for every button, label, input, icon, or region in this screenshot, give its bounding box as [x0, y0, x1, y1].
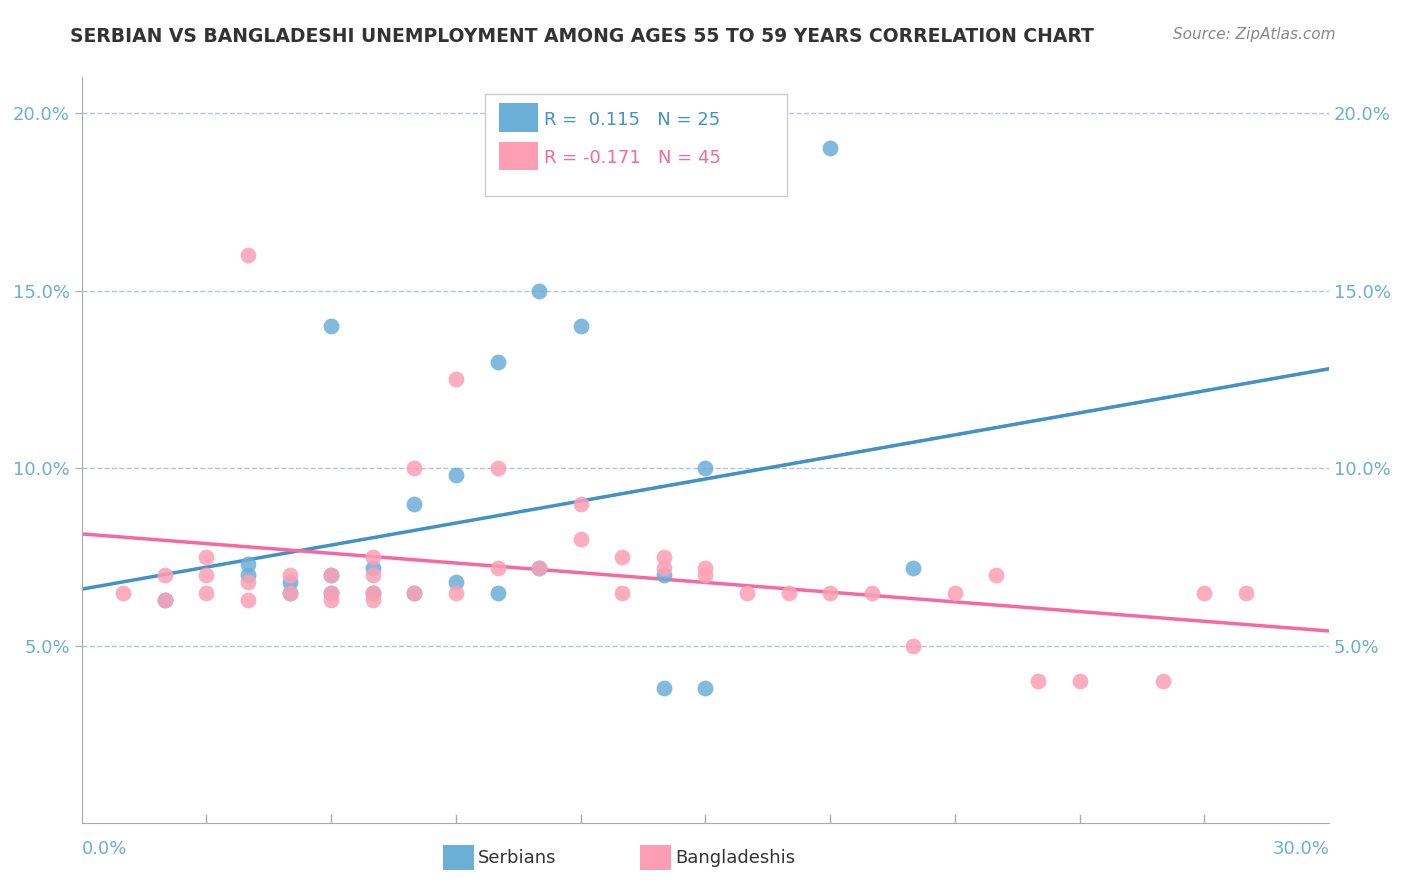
Point [943, 585, 966, 599]
Point [486, 585, 509, 599]
Point [321, 585, 343, 599]
Text: R =  0.115   N = 25: R = 0.115 N = 25 [544, 111, 720, 128]
Point [236, 248, 259, 262]
Point [860, 585, 883, 599]
Point [612, 585, 634, 599]
Point [278, 585, 301, 599]
Point [361, 567, 384, 582]
Point [404, 585, 426, 599]
Point [361, 585, 384, 599]
Point [652, 549, 675, 564]
Point [695, 461, 717, 475]
Point [278, 585, 301, 599]
Point [404, 585, 426, 599]
Point [569, 533, 592, 547]
Point [321, 567, 343, 582]
Point [527, 284, 550, 298]
Point [652, 560, 675, 574]
Point [361, 549, 384, 564]
Point [903, 560, 925, 574]
Point [236, 557, 259, 571]
Point [444, 574, 467, 589]
Point [1152, 674, 1174, 689]
Point [321, 319, 343, 334]
Point [404, 461, 426, 475]
Point [278, 574, 301, 589]
Point [1026, 674, 1049, 689]
Text: SERBIAN VS BANGLADESHI UNEMPLOYMENT AMONG AGES 55 TO 59 YEARS CORRELATION CHART: SERBIAN VS BANGLADESHI UNEMPLOYMENT AMON… [70, 27, 1094, 45]
Point [361, 585, 384, 599]
Point [195, 585, 218, 599]
Text: 30.0%: 30.0% [1272, 840, 1329, 858]
Point [321, 567, 343, 582]
Text: Serbians: Serbians [478, 849, 557, 867]
Point [404, 497, 426, 511]
Point [818, 585, 841, 599]
Point [695, 567, 717, 582]
Point [361, 592, 384, 607]
Point [527, 560, 550, 574]
Point [236, 592, 259, 607]
Point [612, 549, 634, 564]
Point [778, 585, 800, 599]
Point [444, 585, 467, 599]
Point [153, 567, 176, 582]
Point [112, 585, 135, 599]
Point [195, 549, 218, 564]
Point [195, 567, 218, 582]
Point [321, 592, 343, 607]
Point [321, 585, 343, 599]
Point [486, 560, 509, 574]
Point [903, 639, 925, 653]
Point [444, 468, 467, 483]
Point [278, 567, 301, 582]
Point [444, 372, 467, 386]
Point [527, 560, 550, 574]
Point [1234, 585, 1257, 599]
Point [153, 592, 176, 607]
Point [153, 592, 176, 607]
Point [652, 567, 675, 582]
Text: R = -0.171   N = 45: R = -0.171 N = 45 [544, 149, 721, 167]
Point [735, 585, 758, 599]
Point [1194, 585, 1216, 599]
Point [818, 141, 841, 155]
Point [695, 681, 717, 696]
Point [486, 354, 509, 368]
Point [486, 461, 509, 475]
Text: Source: ZipAtlas.com: Source: ZipAtlas.com [1173, 27, 1336, 42]
Point [236, 567, 259, 582]
Point [569, 497, 592, 511]
Text: Bangladeshis: Bangladeshis [675, 849, 794, 867]
Point [1069, 674, 1091, 689]
Point [361, 560, 384, 574]
Point [236, 574, 259, 589]
Point [569, 319, 592, 334]
Point [986, 567, 1008, 582]
Point [652, 681, 675, 696]
Text: 0.0%: 0.0% [82, 840, 127, 858]
Point [695, 560, 717, 574]
